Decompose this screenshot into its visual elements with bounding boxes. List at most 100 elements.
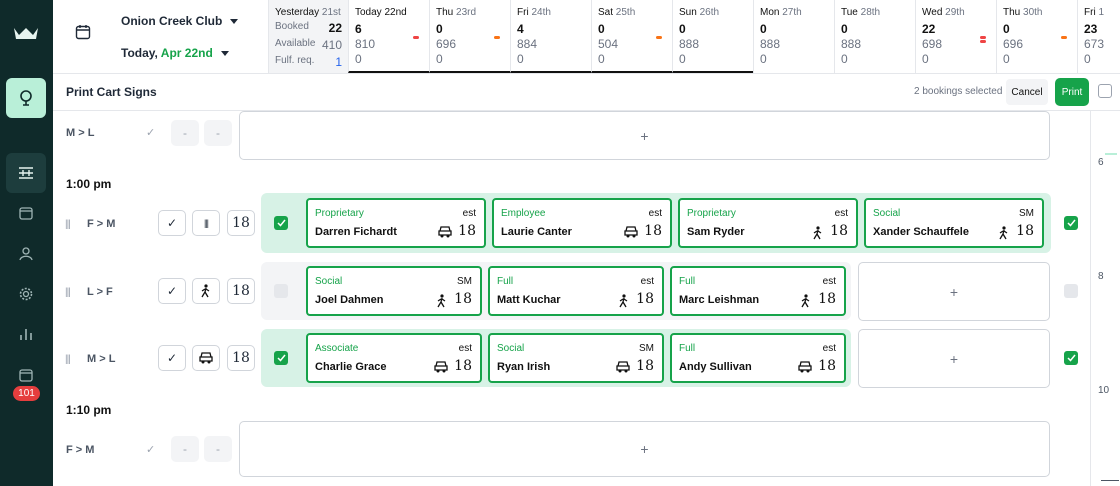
booking-group: Associate est Charlie Grace 18 Social SM R… <box>261 329 851 387</box>
calendar-check-icon <box>19 369 33 382</box>
group-checkbox[interactable] <box>274 216 288 230</box>
time-slot-label: 1:10 pm <box>66 403 112 417</box>
group-checkbox[interactable] <box>274 351 288 365</box>
row-print-checkbox[interactable] <box>1064 216 1078 230</box>
day-mon[interactable]: Mon 27th 0 888 0 <box>753 0 834 73</box>
player-card[interactable]: Associate est Charlie Grace 18 <box>306 333 482 383</box>
check-in-button[interactable]: ✓ <box>158 278 186 304</box>
row-label: F > M <box>87 218 116 230</box>
player-card[interactable]: Full est Matt Kuchar 18 <box>488 266 664 316</box>
more-icon[interactable]: ||| <box>192 210 220 236</box>
check-icon <box>276 219 286 227</box>
add-player-button[interactable]: + <box>858 262 1050 321</box>
day-yesterday[interactable]: Yesterday 21st Booked 22 Available 410 Ful… <box>268 0 348 73</box>
sidebar-item-list[interactable] <box>6 153 46 193</box>
sidebar-item-reports[interactable] <box>6 314 46 354</box>
top-bar: Onion Creek Club Today, Apr 22nd Yesterd… <box>53 0 1120 74</box>
check-icon[interactable]: ✓ <box>146 444 156 456</box>
sidebar-item-tee-sheet[interactable] <box>6 78 46 118</box>
walking-icon <box>999 226 1008 240</box>
check-in-button[interactable]: ✓ <box>158 345 186 371</box>
timeline-scroller[interactable]: 6 8 10 <box>1090 111 1120 486</box>
add-player-button[interactable]: + <box>239 421 1050 477</box>
row-label: M > L <box>87 353 116 365</box>
day-tue[interactable]: Tue 28th 0 888 0 <box>834 0 915 73</box>
cart-icon <box>798 361 812 373</box>
player-card[interactable]: Proprietary est Darren Fichardt 18 <box>306 198 486 248</box>
chevron-down-icon <box>220 51 229 57</box>
day-strip: Yesterday 21st Booked 22 Available 410 Ful… <box>268 0 1117 74</box>
tee-sheet: M > L ✓ - - + 1:00 pm ||| F > M ✓ ||| 18… <box>53 111 1090 486</box>
drag-handle[interactable]: ||| <box>65 287 71 298</box>
selection-count: 2 bookings selected <box>914 86 1003 97</box>
time-slot-label: 1:00 pm <box>66 177 112 191</box>
check-icon <box>1066 354 1076 362</box>
check-icon <box>276 354 286 362</box>
day-thu[interactable]: Thu 23rd 0 696 0 <box>429 0 510 73</box>
day-sun[interactable]: Sun 26th 0 888 0 <box>672 0 753 73</box>
row-print-checkbox[interactable] <box>1064 351 1078 365</box>
dash-button[interactable]: - <box>204 120 232 146</box>
day-fri[interactable]: Fri 24th 4 884 0 <box>510 0 591 73</box>
gear-icon <box>19 287 33 301</box>
cart-icon <box>199 352 213 364</box>
row-print-checkbox[interactable] <box>1064 284 1078 298</box>
holes-button[interactable]: 18 <box>227 345 255 371</box>
cart-mode-button[interactable] <box>192 345 220 371</box>
page-title: Print Cart Signs <box>66 85 157 99</box>
player-card[interactable]: Social SM Joel Dahmen 18 <box>306 266 482 316</box>
player-card[interactable]: Employee est Laurie Canter 18 <box>492 198 672 248</box>
day-thu-30[interactable]: Thu 30th 0 696 0 <box>996 0 1077 73</box>
player-card[interactable]: Full est Marc Leishman 18 <box>670 266 846 316</box>
calendar-icon[interactable] <box>75 24 91 40</box>
golf-ball-icon <box>20 90 32 106</box>
holes-button[interactable]: 18 <box>227 278 255 304</box>
holes-button[interactable]: 18 <box>227 210 255 236</box>
day-today[interactable]: Today 22nd 6 810 0 <box>348 0 429 73</box>
check-in-button[interactable]: ✓ <box>158 210 186 236</box>
player-card[interactable]: Social SM Ryan Irish 18 <box>488 333 664 383</box>
booking-group: Proprietary est Darren Fichardt 18 Employ… <box>261 193 1051 253</box>
bar-chart-icon <box>20 329 32 340</box>
row-label: F > M <box>66 444 95 456</box>
club-selector[interactable]: Onion Creek Club <box>121 14 239 28</box>
add-player-button[interactable]: + <box>239 111 1050 160</box>
cart-icon <box>616 361 630 373</box>
walking-mode-button[interactable] <box>192 278 220 304</box>
walking-icon <box>201 284 210 298</box>
cancel-button[interactable]: Cancel <box>1006 79 1048 105</box>
dash-button[interactable]: - <box>171 436 199 462</box>
drag-handle[interactable]: ||| <box>65 354 71 365</box>
list-icon <box>19 167 33 179</box>
day-fri-1[interactable]: Fri 1 23 673 0 <box>1077 0 1117 73</box>
sidebar-item-settings[interactable] <box>6 274 46 314</box>
date-selector[interactable]: Today, Apr 22nd <box>121 46 229 60</box>
row-label: M > L <box>66 127 95 139</box>
cart-icon <box>438 226 452 238</box>
drag-handle[interactable]: ||| <box>65 219 71 230</box>
add-player-button[interactable]: + <box>858 329 1050 388</box>
print-button[interactable]: Print <box>1055 78 1089 106</box>
day-sat[interactable]: Sat 25th 0 504 0 <box>591 0 672 73</box>
chevron-down-icon <box>230 19 239 25</box>
select-all-checkbox[interactable] <box>1098 84 1112 98</box>
sidebar-item-bookings[interactable] <box>6 355 46 395</box>
sidebar: 101 <box>0 0 53 486</box>
day-wed[interactable]: Wed 29th 22 698 0 <box>915 0 996 73</box>
player-card[interactable]: Full est Andy Sullivan 18 <box>670 333 846 383</box>
player-card[interactable]: Social SM Xander Schauffele 18 <box>864 198 1044 248</box>
walking-icon <box>619 294 628 308</box>
walking-icon <box>813 226 822 240</box>
cart-icon <box>434 361 448 373</box>
walking-icon <box>437 294 446 308</box>
player-card[interactable]: Proprietary est Sam Ryder 18 <box>678 198 858 248</box>
dash-button[interactable]: - <box>204 436 232 462</box>
notification-badge: 101 <box>13 386 40 401</box>
dash-button[interactable]: - <box>171 120 199 146</box>
calendar-icon <box>19 207 33 220</box>
crown-logo-icon[interactable] <box>13 26 39 42</box>
sidebar-item-calendar[interactable] <box>6 193 46 233</box>
sidebar-item-members[interactable] <box>6 234 46 274</box>
group-checkbox[interactable] <box>274 284 288 298</box>
check-icon[interactable]: ✓ <box>146 127 156 139</box>
